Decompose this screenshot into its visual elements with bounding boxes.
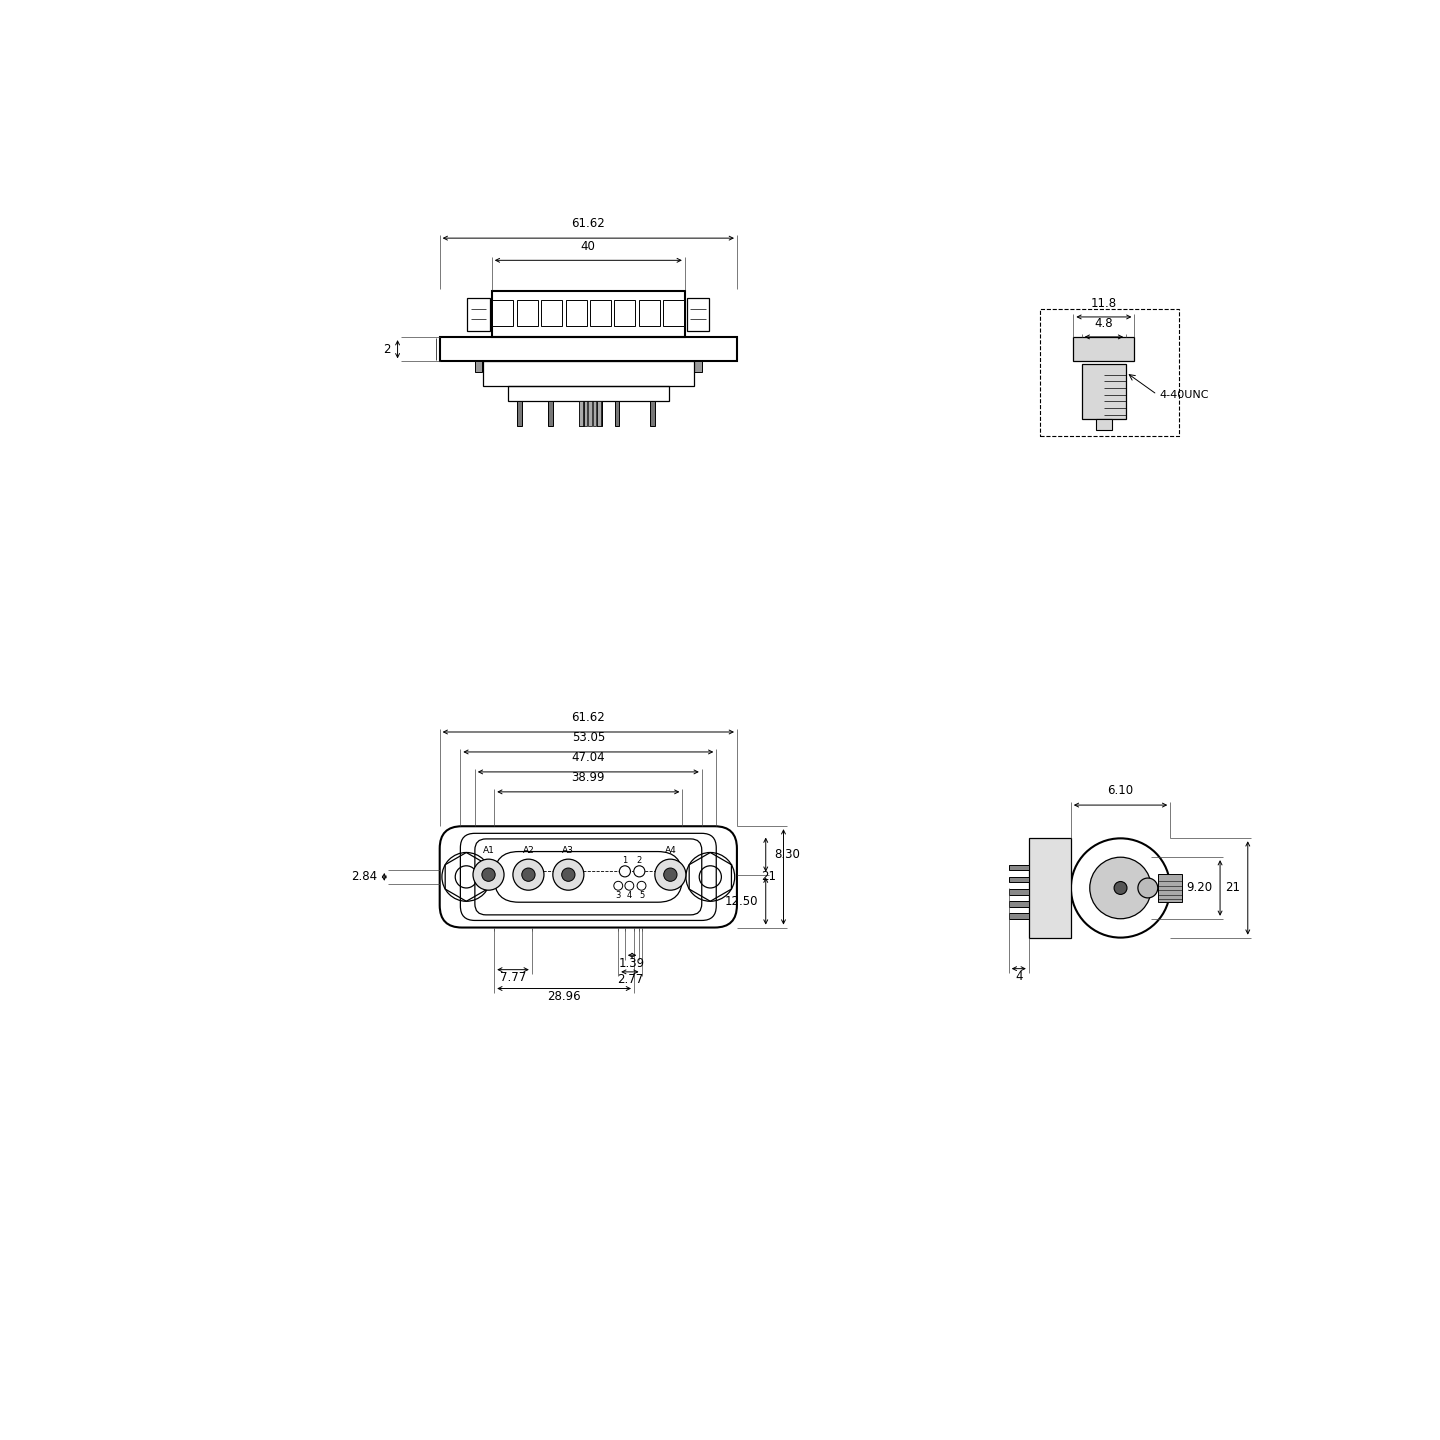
Circle shape bbox=[472, 860, 504, 890]
Text: 2: 2 bbox=[383, 343, 390, 356]
Bar bbox=[492, 300, 514, 327]
Bar bbox=[468, 298, 490, 331]
Text: 4-40UNC: 4-40UNC bbox=[1159, 390, 1208, 399]
Bar bbox=[566, 300, 586, 327]
Bar bbox=[475, 361, 482, 373]
Circle shape bbox=[655, 860, 685, 890]
Text: 61.62: 61.62 bbox=[572, 217, 605, 230]
Bar bbox=[1009, 888, 1028, 894]
Bar bbox=[598, 402, 602, 426]
Bar bbox=[1009, 864, 1028, 870]
Bar bbox=[687, 298, 708, 331]
Text: 4: 4 bbox=[1015, 971, 1022, 984]
Text: 4.8: 4.8 bbox=[1094, 317, 1113, 330]
Bar bbox=[664, 300, 684, 327]
Text: A1: A1 bbox=[482, 845, 494, 855]
Circle shape bbox=[636, 881, 647, 890]
Circle shape bbox=[619, 865, 631, 877]
Circle shape bbox=[613, 881, 622, 890]
Bar bbox=[615, 402, 619, 426]
Bar bbox=[579, 402, 583, 426]
Bar bbox=[583, 402, 588, 426]
Bar bbox=[694, 361, 701, 373]
Text: 9.20: 9.20 bbox=[1187, 881, 1212, 894]
Bar bbox=[482, 361, 694, 386]
Bar bbox=[1028, 838, 1071, 937]
Circle shape bbox=[521, 868, 536, 881]
Bar bbox=[1040, 308, 1179, 436]
Bar bbox=[590, 300, 611, 327]
Bar bbox=[541, 300, 562, 327]
Text: 8.30: 8.30 bbox=[775, 848, 801, 861]
Text: 2.84: 2.84 bbox=[351, 870, 377, 883]
Text: 40: 40 bbox=[580, 239, 596, 252]
Bar bbox=[651, 402, 655, 426]
Circle shape bbox=[1090, 857, 1152, 919]
Bar bbox=[1009, 877, 1028, 883]
Text: 12.50: 12.50 bbox=[724, 894, 757, 907]
Text: A2: A2 bbox=[523, 845, 534, 855]
Circle shape bbox=[482, 868, 495, 881]
Text: 11.8: 11.8 bbox=[1092, 297, 1117, 310]
Bar bbox=[517, 300, 539, 327]
Text: 61.62: 61.62 bbox=[572, 711, 605, 724]
Circle shape bbox=[1138, 878, 1158, 899]
Bar bbox=[1096, 419, 1112, 431]
Bar bbox=[639, 300, 660, 327]
Circle shape bbox=[562, 868, 575, 881]
Bar bbox=[589, 402, 592, 426]
Text: 53.05: 53.05 bbox=[572, 732, 605, 744]
Text: 5: 5 bbox=[639, 891, 644, 900]
Bar bbox=[1073, 337, 1135, 361]
Text: 3: 3 bbox=[615, 891, 621, 900]
Text: 2.77: 2.77 bbox=[616, 973, 644, 986]
Text: 6.10: 6.10 bbox=[1107, 785, 1133, 798]
Circle shape bbox=[634, 865, 645, 877]
Bar bbox=[549, 402, 553, 426]
Text: 21: 21 bbox=[760, 870, 776, 883]
Text: 2: 2 bbox=[636, 855, 642, 864]
Bar bbox=[508, 386, 668, 402]
Bar bbox=[492, 291, 685, 337]
Text: A4: A4 bbox=[664, 845, 677, 855]
Text: 1.39: 1.39 bbox=[619, 956, 645, 969]
Text: 38.99: 38.99 bbox=[572, 770, 605, 785]
Text: A3: A3 bbox=[563, 845, 575, 855]
Bar bbox=[1009, 901, 1028, 907]
Text: 28.96: 28.96 bbox=[547, 989, 580, 1002]
Bar bbox=[615, 300, 635, 327]
Circle shape bbox=[1071, 838, 1171, 937]
Text: 47.04: 47.04 bbox=[572, 752, 605, 765]
Bar bbox=[1081, 363, 1126, 419]
Bar bbox=[439, 337, 737, 361]
Bar bbox=[517, 402, 521, 426]
Text: 1: 1 bbox=[622, 855, 628, 864]
Text: 21: 21 bbox=[1225, 881, 1240, 894]
Bar bbox=[1009, 913, 1028, 919]
Bar bbox=[1158, 874, 1182, 903]
Bar bbox=[598, 402, 600, 426]
Text: 4: 4 bbox=[626, 891, 632, 900]
Circle shape bbox=[513, 860, 544, 890]
Circle shape bbox=[553, 860, 583, 890]
Text: 7.77: 7.77 bbox=[500, 971, 526, 984]
Circle shape bbox=[1115, 881, 1128, 894]
Bar bbox=[593, 402, 596, 426]
Circle shape bbox=[664, 868, 677, 881]
Bar bbox=[579, 402, 583, 426]
Circle shape bbox=[625, 881, 634, 890]
